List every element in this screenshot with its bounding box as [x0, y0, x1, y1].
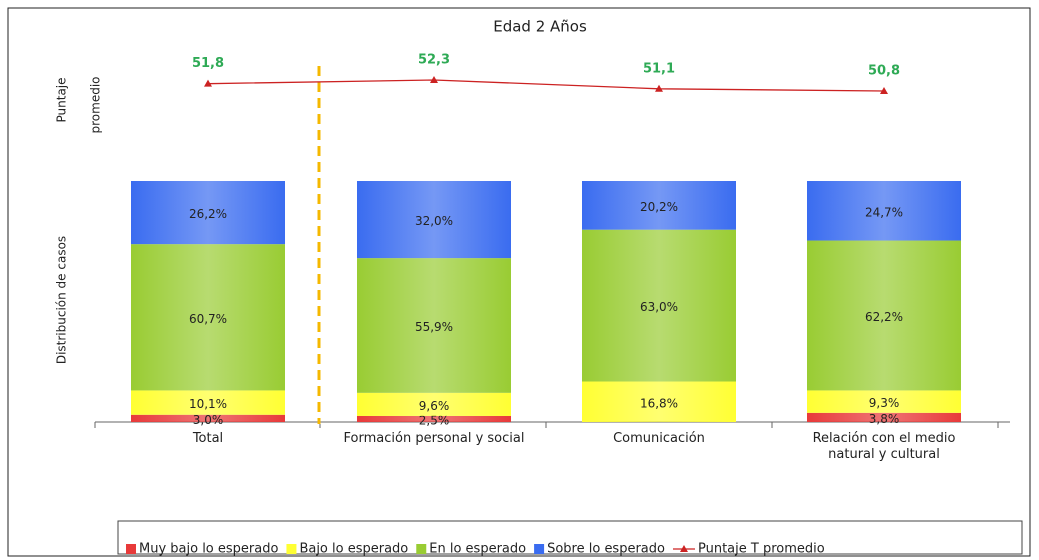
bar-segment [582, 229, 736, 382]
bar-segment [357, 181, 511, 259]
line-label: 51,8 [192, 56, 224, 71]
data-label: 63,0% [640, 300, 678, 314]
bar-segment [807, 240, 961, 391]
data-label: 3,0% [193, 413, 224, 427]
line-label: 51,1 [643, 61, 675, 76]
legend-label: Bajo lo esperado [299, 542, 408, 557]
x-tick-label: Formación personal y social [343, 431, 525, 446]
legend-label: Muy bajo lo esperado [139, 542, 278, 557]
legend-label: Sobre lo esperado [547, 542, 665, 557]
legend-swatch [416, 544, 427, 554]
data-label: 24,7% [865, 205, 903, 219]
data-label: 10,1% [189, 397, 227, 411]
line-axis-label: promedio [89, 77, 103, 134]
bar-segment [807, 390, 961, 413]
bar-segment [131, 181, 285, 245]
x-tick-label: Comunicación [613, 431, 705, 446]
legend-swatch [286, 544, 297, 554]
data-label: 9,6% [419, 399, 450, 413]
bar-segment [357, 258, 511, 393]
y-axis-label: Distribución de casos [55, 236, 69, 364]
bar-segment [582, 181, 736, 230]
bar-segment [131, 390, 285, 415]
frame [7, 7, 1031, 557]
data-label: 60,7% [189, 312, 227, 326]
data-label: 3,8% [869, 412, 900, 426]
bar-segment [131, 414, 285, 422]
data-label: 20,2% [640, 200, 678, 214]
line-marker [655, 84, 663, 92]
bar-segment [807, 412, 961, 422]
legend-swatch [126, 544, 136, 554]
data-label: 9,3% [869, 396, 900, 410]
bar-segment [582, 381, 736, 422]
bar-segment [357, 415, 511, 422]
bar-segment [357, 392, 511, 416]
data-label: 32,0% [415, 214, 453, 228]
line-marker [880, 87, 888, 94]
line-label: 52,3 [418, 53, 450, 68]
legend-swatch [534, 544, 545, 554]
line-axis-label: Puntaje [55, 77, 69, 122]
line-label: 50,8 [868, 64, 900, 79]
bar-segment [131, 244, 285, 391]
legend-box [117, 520, 1023, 555]
line-marker [204, 79, 212, 87]
data-label: 2,5% [419, 413, 450, 427]
line-marker [430, 76, 438, 83]
bar-segment [807, 181, 961, 241]
x-tick-label: Relación con el medio natural y cultural [812, 431, 956, 462]
legend-label: Puntaje T promedio [698, 542, 825, 557]
x-tick-label: Total [192, 431, 224, 446]
line [207, 79, 885, 92]
legend-label: En lo esperado [429, 542, 526, 557]
data-label: 16,8% [640, 396, 678, 410]
data-label: 26,2% [189, 207, 227, 221]
data-label: 62,2% [865, 310, 903, 324]
legend-marker [679, 545, 688, 552]
data-label: 55,9% [415, 320, 453, 334]
chart-title: Edad 2 Años [493, 18, 587, 36]
